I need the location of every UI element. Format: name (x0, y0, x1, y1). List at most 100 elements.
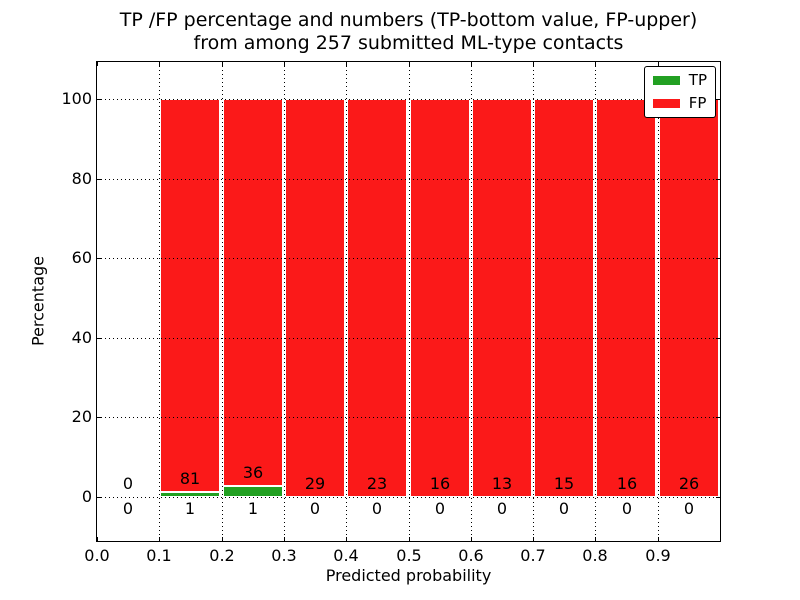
fp-count-label: 36 (242, 463, 264, 482)
fp-count-label: 16 (616, 474, 638, 493)
x-tick-label: 0.3 (271, 546, 297, 565)
legend-item-tp: TP (652, 71, 707, 89)
chart-title-line2: from among 257 submitted ML-type contact… (193, 32, 624, 54)
x-tick-label: 0.1 (146, 546, 172, 565)
gridline-vertical (222, 62, 223, 541)
gridline-vertical (409, 62, 410, 541)
y-tick-left (97, 258, 101, 259)
x-tick-label: 0.2 (209, 546, 235, 565)
x-tick-bottom (658, 537, 659, 541)
gridline-horizontal (97, 179, 720, 180)
x-tick-bottom (533, 537, 534, 541)
y-tick-right (716, 497, 720, 498)
fp-count-label: 81 (179, 469, 201, 488)
fp-count-label: 23 (366, 474, 388, 493)
tp-count-label: 0 (683, 499, 695, 518)
tp-count-label: 0 (434, 499, 446, 518)
gridline-vertical (533, 62, 534, 541)
y-tick-label: 100 (61, 89, 92, 108)
x-tick-bottom (159, 537, 160, 541)
fp-legend-swatch (652, 99, 680, 108)
bar-segment-fp (534, 99, 594, 497)
y-tick-label: 0 (81, 487, 92, 506)
y-tick-right (716, 338, 720, 339)
x-tick-top (533, 62, 534, 66)
tp-legend-swatch (652, 76, 680, 85)
tp-count-label: 0 (309, 499, 321, 518)
x-tick-top (471, 62, 472, 66)
gridline-vertical (284, 62, 285, 541)
y-tick-label: 40 (71, 328, 92, 347)
y-tick-left (97, 417, 101, 418)
gridline-horizontal (97, 258, 720, 259)
gridline-vertical (471, 62, 472, 541)
fp-count-label: 15 (553, 474, 575, 493)
tp-legend-label: TP (688, 71, 707, 89)
x-tick-top (159, 62, 160, 66)
x-tick-top (409, 62, 410, 66)
y-tick-left (97, 338, 101, 339)
tp-count-label: 0 (558, 499, 570, 518)
bar-segment-fp (659, 99, 719, 497)
x-tick-label: 0.6 (458, 546, 484, 565)
x-tick-top (658, 62, 659, 66)
x-tick-bottom (471, 537, 472, 541)
chart-title: TP /FP percentage and numbers (TP-bottom… (97, 9, 720, 55)
bar-segment-fp (160, 99, 220, 492)
gridline-horizontal (97, 497, 720, 498)
bar-segment-tp (223, 486, 283, 497)
plot-area: TP FP 0 0 81 1 36 1 29 0 23 0 16 0 13 0 15 0 16 0 26 0 (96, 61, 721, 542)
fp-count-label: 29 (304, 474, 326, 493)
fp-count-label: 0 (122, 474, 134, 493)
x-tick-top (284, 62, 285, 66)
fp-count-label: 16 (429, 474, 451, 493)
x-tick-label: 0.8 (582, 546, 608, 565)
fp-count-label: 13 (491, 474, 513, 493)
bar-segment-fp (223, 99, 283, 486)
x-tick-bottom (97, 537, 98, 541)
x-tick-top (222, 62, 223, 66)
gridline-vertical (595, 62, 596, 541)
tp-count-label: 1 (184, 499, 196, 518)
x-tick-bottom (284, 537, 285, 541)
tp-count-label: 1 (247, 499, 259, 518)
bar-segment-tp (160, 492, 220, 497)
x-tick-bottom (595, 537, 596, 541)
gridline-horizontal (97, 99, 720, 100)
gridline-horizontal (97, 338, 720, 339)
y-tick-left (97, 497, 101, 498)
fp-count-label: 26 (678, 474, 700, 493)
x-tick-top (595, 62, 596, 66)
x-tick-label: 0.4 (333, 546, 359, 565)
y-tick-left (97, 179, 101, 180)
x-tick-label: 0.9 (645, 546, 671, 565)
x-tick-bottom (346, 537, 347, 541)
x-tick-top (346, 62, 347, 66)
tp-count-label: 0 (496, 499, 508, 518)
gridline-horizontal (97, 417, 720, 418)
bar-segment-fp (347, 99, 407, 497)
x-tick-top (97, 62, 98, 66)
legend-item-fp: FP (652, 94, 707, 112)
gridline-vertical (346, 62, 347, 541)
x-tick-bottom (222, 537, 223, 541)
x-tick-label: 0.5 (396, 546, 422, 565)
bar-segment-fp (472, 99, 532, 497)
fp-legend-label: FP (688, 94, 707, 112)
y-tick-label: 20 (71, 407, 92, 426)
y-tick-label: 80 (71, 169, 92, 188)
bar-segment-fp (410, 99, 470, 497)
y-tick-right (716, 179, 720, 180)
chart-title-line1: TP /FP percentage and numbers (TP-bottom… (119, 9, 698, 31)
y-tick-left (97, 99, 101, 100)
y-tick-label: 60 (71, 248, 92, 267)
bar-segment-fp (285, 99, 345, 497)
gridline-vertical (658, 62, 659, 541)
y-tick-right (716, 417, 720, 418)
x-tick-label: 0.0 (84, 546, 110, 565)
x-axis-label: Predicted probability (325, 566, 492, 585)
gridline-vertical (159, 62, 160, 541)
tp-count-label: 0 (122, 499, 134, 518)
x-tick-bottom (409, 537, 410, 541)
